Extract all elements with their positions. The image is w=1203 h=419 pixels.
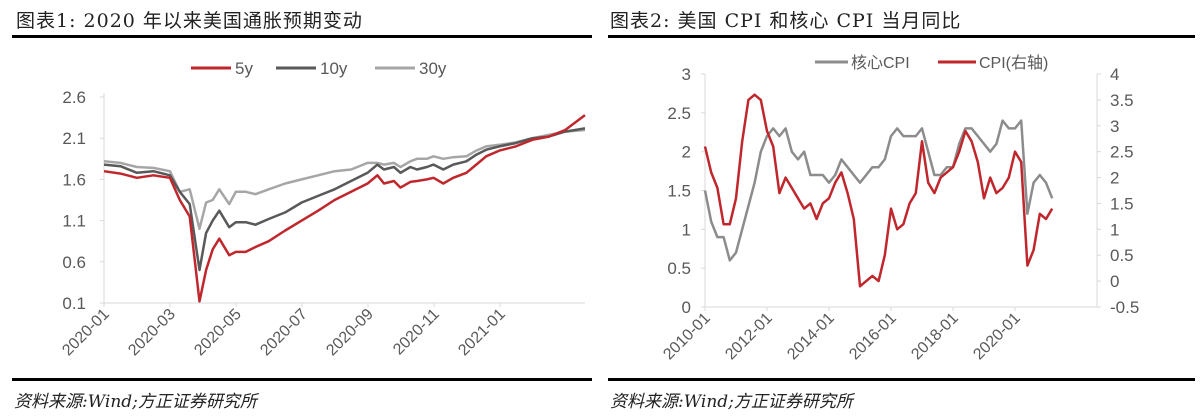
y2-tick-label: 1.5 bbox=[1110, 194, 1134, 213]
x-tick-label: 2020-05 bbox=[191, 306, 245, 360]
y-tick-label: 1.5 bbox=[667, 182, 691, 201]
series-10y-line bbox=[103, 127, 586, 272]
x-tick-label: 2020-03 bbox=[125, 306, 179, 360]
x-tick-label: 2020-01 bbox=[59, 306, 113, 360]
legend-label: 核心CPI bbox=[851, 54, 910, 72]
y2-tick-label: 0 bbox=[1110, 272, 1119, 291]
y-tick-label: 2.1 bbox=[62, 129, 86, 148]
x-tick-label: 2021-01 bbox=[455, 306, 509, 360]
y-tick-label: 2 bbox=[682, 143, 691, 162]
title-rule bbox=[12, 35, 592, 38]
x-tick-label: 2010-01 bbox=[660, 310, 714, 364]
source-rule bbox=[608, 378, 1195, 381]
x-tick-label: 2020-11 bbox=[390, 306, 443, 359]
series-core-cpi-line bbox=[703, 119, 1054, 262]
title-rule bbox=[608, 35, 1195, 38]
y-tick-label: 2.5 bbox=[667, 104, 691, 123]
y2-tick-label: 4 bbox=[1110, 65, 1119, 84]
y2-tick-label: 3.5 bbox=[1110, 91, 1134, 110]
y2-tick-label: 1 bbox=[1110, 220, 1119, 239]
x-tick-label: 2016-01 bbox=[846, 310, 900, 364]
chart-title: 图表1: 2020 年以来美国通胀预期变动 bbox=[16, 10, 363, 32]
y2-tick-label: 3 bbox=[1110, 117, 1119, 136]
source-rule bbox=[12, 378, 592, 381]
y-tick-label: 2.6 bbox=[62, 88, 86, 107]
series-30y-line bbox=[103, 128, 586, 231]
y-tick-label: 0.1 bbox=[62, 294, 86, 313]
x-tick-label: 2020-01 bbox=[970, 310, 1024, 364]
y-tick-label: 1.1 bbox=[62, 212, 86, 231]
source-note: 资料来源:Wind;方正证券研究所 bbox=[14, 392, 257, 412]
legend-label: 5y bbox=[235, 59, 253, 78]
y2-tick-label: 2 bbox=[1110, 169, 1119, 188]
y-tick-label: 1.6 bbox=[62, 170, 86, 189]
series-5y-line bbox=[103, 114, 586, 303]
chart-title: 图表2: 美国 CPI 和核心 CPI 当月同比 bbox=[610, 10, 962, 32]
y-tick-label: 0.5 bbox=[667, 259, 691, 278]
legend-label: 30y bbox=[419, 59, 447, 78]
y-tick-label: 0 bbox=[682, 298, 691, 317]
y-tick-label: 3 bbox=[682, 65, 691, 84]
y2-tick-label: -0.5 bbox=[1110, 298, 1139, 317]
chart-panel-cpi: 图表2: 美国 CPI 和核心 CPI 当月同比 0 0.5 1 1.5 2 2.5 3 -0… bbox=[600, 0, 1203, 419]
x-tick-label: 2014-01 bbox=[784, 310, 838, 364]
x-tick-label: 2012-01 bbox=[722, 310, 776, 364]
x-tick-label: 2020-09 bbox=[323, 306, 377, 360]
chart-panel-inflation-expectations: 图表1: 2020 年以来美国通胀预期变动 0.1 0.6 1.1 1.6 2.1 2.6… bbox=[0, 0, 600, 419]
legend-label: 10y bbox=[320, 59, 348, 78]
source-note: 资料来源:Wind;方正证券研究所 bbox=[610, 392, 853, 412]
y-tick-label: 1 bbox=[682, 220, 691, 239]
x-tick-label: 2018-01 bbox=[908, 310, 962, 364]
y2-tick-label: 0.5 bbox=[1110, 246, 1134, 265]
dual-axis-line-chart: 0 0.5 1 1.5 2 2.5 3 -0.5 0 0.5 1 1.5 2 2.5 3 3.5 4 2010-0… bbox=[660, 54, 1139, 364]
x-tick-label: 2020-07 bbox=[257, 306, 311, 360]
legend-label: CPI(右轴) bbox=[979, 54, 1048, 72]
y-tick-label: 0.6 bbox=[62, 253, 86, 272]
series-cpi-line bbox=[703, 93, 1054, 288]
y2-tick-label: 2.5 bbox=[1110, 143, 1134, 162]
